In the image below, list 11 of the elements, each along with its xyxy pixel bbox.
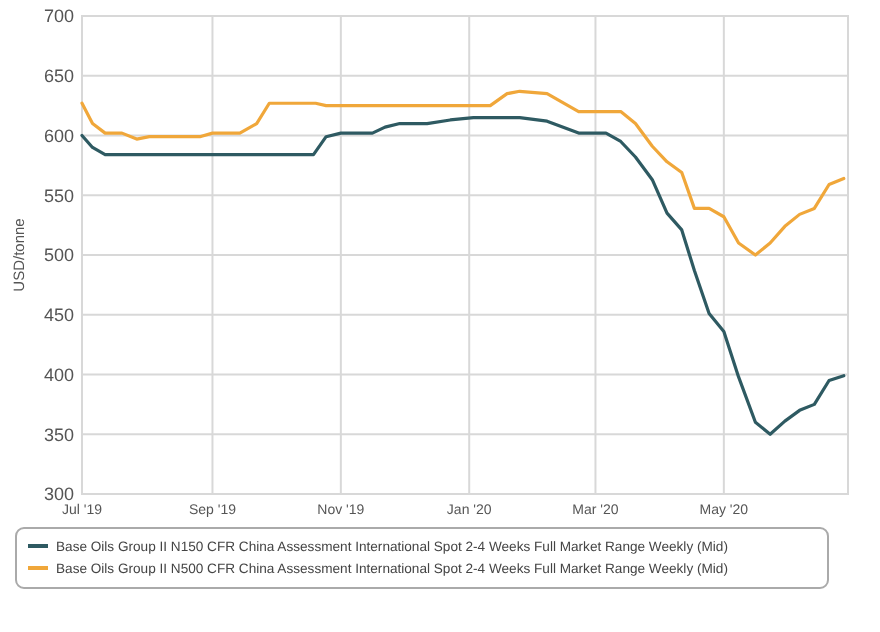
y-tick-label: 700: [43, 6, 74, 27]
y-tick-label: 550: [43, 185, 74, 206]
y-tick-label: 650: [43, 66, 74, 87]
y-tick-label: 350: [43, 424, 74, 445]
y-tick-label: 600: [43, 125, 74, 146]
line-series: [80, 89, 846, 257]
y-tick-label: 450: [43, 305, 74, 326]
y-tick-label: 500: [43, 245, 74, 266]
line-series: [80, 115, 846, 436]
y-tick-label: 400: [43, 364, 74, 385]
y-tick-label: 300: [43, 484, 74, 505]
